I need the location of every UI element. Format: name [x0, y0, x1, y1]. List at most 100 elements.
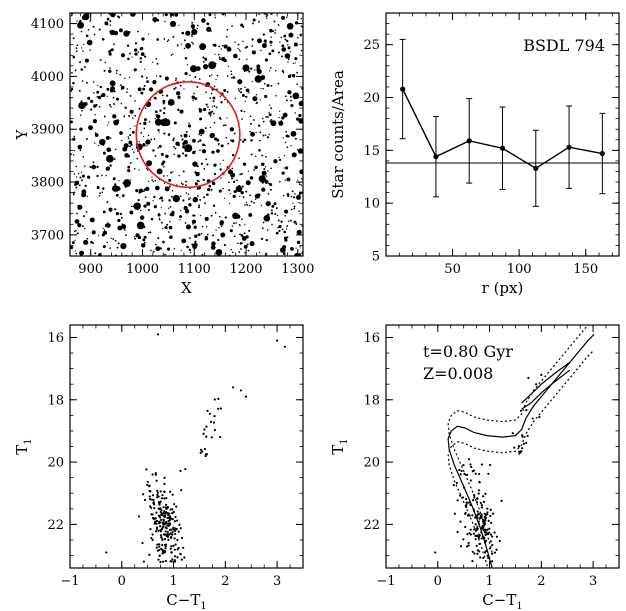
- star-point: [143, 235, 147, 239]
- star-point: [219, 222, 222, 226]
- star-point: [173, 247, 176, 250]
- cmd-star: [476, 552, 479, 555]
- star-point: [213, 43, 217, 47]
- star-point: [96, 186, 100, 189]
- star-point: [296, 83, 298, 86]
- star-point: [124, 106, 127, 109]
- star-point: [197, 171, 200, 174]
- star-point: [217, 143, 220, 146]
- cmd-star: [477, 522, 481, 526]
- cmd-star: [477, 489, 481, 492]
- star-point: [133, 151, 135, 153]
- star-point: [226, 117, 228, 119]
- cmd-star: [480, 503, 483, 507]
- star-point: [142, 87, 146, 91]
- star-point: [287, 135, 290, 138]
- star-point: [129, 145, 131, 148]
- star-point: [91, 164, 97, 170]
- star-point: [284, 179, 286, 181]
- cmd-star: [489, 508, 492, 511]
- cmd-star: [179, 553, 182, 556]
- star-point: [269, 70, 271, 72]
- star-point: [181, 138, 184, 141]
- star-point: [186, 245, 189, 249]
- cmd-star: [489, 540, 493, 543]
- star-point: [192, 138, 196, 143]
- cmd-star: [473, 496, 476, 499]
- star-point: [81, 192, 87, 198]
- cmd-star: [469, 528, 472, 531]
- cmd-star: [283, 345, 286, 348]
- star-point: [164, 212, 167, 215]
- star-point: [207, 188, 211, 192]
- star-point: [284, 209, 289, 214]
- star-point: [108, 103, 111, 106]
- star-point: [264, 155, 267, 158]
- cmd-star: [488, 463, 492, 467]
- cmd-star: [521, 435, 524, 438]
- star-point: [288, 32, 294, 38]
- cmd-star: [206, 409, 209, 412]
- star-point: [231, 167, 234, 170]
- star-point: [175, 77, 178, 80]
- cmd-star: [519, 409, 523, 412]
- star-point: [177, 154, 181, 158]
- star-point: [254, 198, 257, 201]
- star-point: [284, 34, 286, 37]
- cmd-star: [161, 497, 164, 500]
- star-point: [70, 87, 74, 91]
- star-point: [199, 214, 202, 217]
- star-point: [250, 200, 253, 203]
- cmd-star: [495, 535, 498, 538]
- star-point: [75, 176, 78, 178]
- star-point: [129, 162, 132, 164]
- star-point: [212, 234, 215, 237]
- star-point: [266, 17, 268, 19]
- star-point: [145, 76, 148, 79]
- star-point: [144, 196, 147, 199]
- cmd-star: [486, 528, 489, 531]
- star-point: [273, 202, 277, 206]
- x-tick-label: −1: [60, 574, 79, 589]
- star-point: [73, 37, 75, 40]
- star-point: [144, 68, 146, 70]
- cmd-star: [484, 541, 487, 544]
- star-point: [163, 182, 166, 185]
- star-point: [287, 90, 292, 95]
- cmd-star: [490, 552, 494, 555]
- star-point: [188, 203, 192, 207]
- star-point: [76, 44, 79, 47]
- cmd-star: [459, 494, 462, 497]
- x-tick-label: 3: [589, 574, 597, 589]
- cmd-star: [469, 479, 472, 482]
- star-point: [80, 30, 83, 33]
- cmd-star: [535, 383, 538, 386]
- star-point: [163, 38, 166, 40]
- cmd-star: [210, 436, 213, 439]
- star-point: [177, 108, 180, 112]
- star-point: [203, 196, 206, 199]
- star-point: [112, 114, 117, 119]
- star-point: [97, 84, 99, 87]
- star-point: [161, 162, 165, 166]
- star-point: [278, 229, 281, 233]
- x-tick-label: 50: [444, 262, 461, 277]
- star-point: [83, 102, 88, 106]
- cluster-radius-circle: [135, 80, 241, 189]
- star-point: [283, 167, 285, 169]
- star-point: [204, 59, 207, 61]
- y-tick-label: 15: [363, 144, 380, 159]
- star-point: [261, 187, 266, 192]
- star-point: [114, 208, 117, 211]
- star-point: [298, 113, 302, 118]
- cmd-star: [205, 453, 209, 456]
- star-point: [274, 32, 276, 34]
- cmd-star: [486, 511, 489, 514]
- profile-point: [566, 144, 572, 150]
- cmd-star: [162, 506, 165, 509]
- star-point: [290, 208, 293, 211]
- star-point: [211, 110, 214, 113]
- star-point: [239, 91, 243, 94]
- star-point: [148, 87, 154, 92]
- star-point: [250, 139, 253, 142]
